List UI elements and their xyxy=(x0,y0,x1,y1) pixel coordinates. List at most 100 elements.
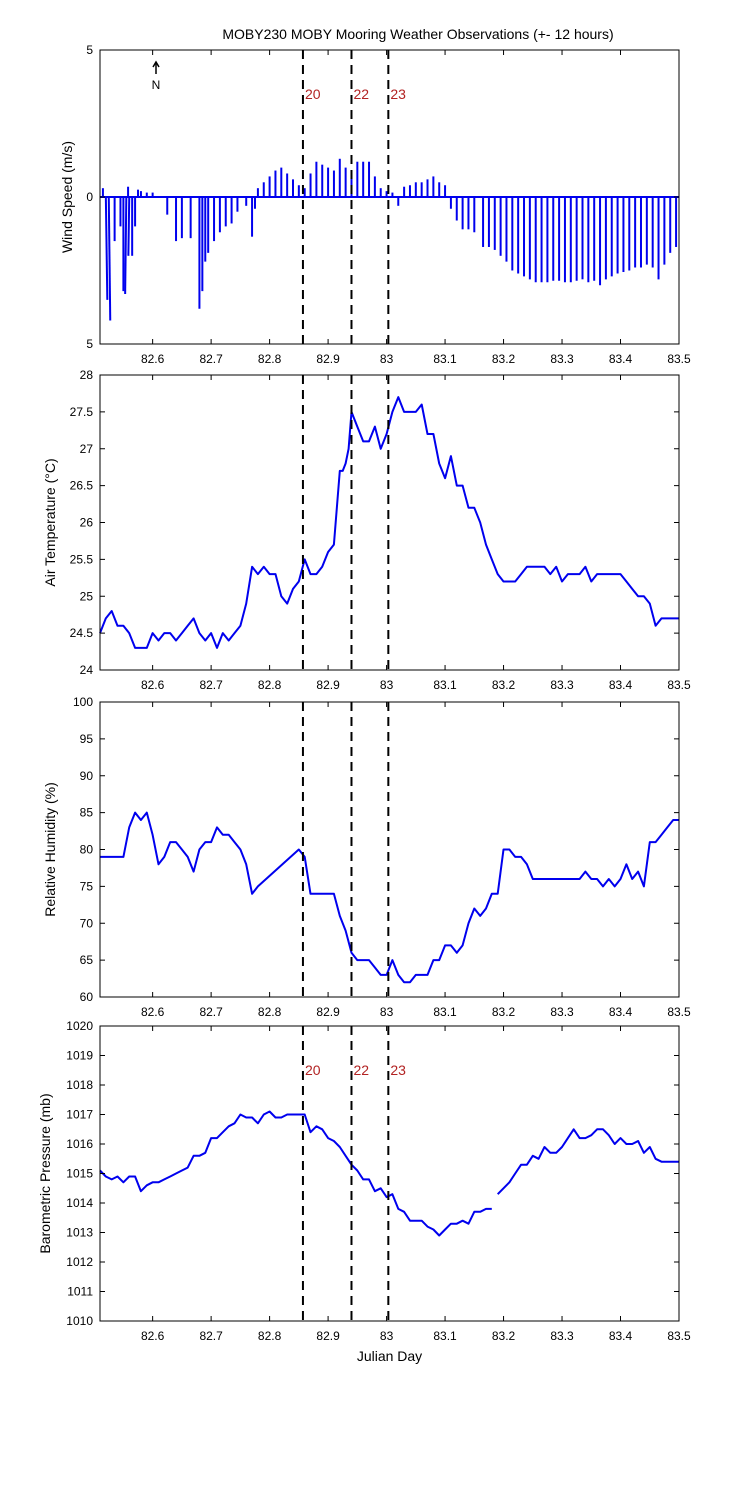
x-tick-label: 82.7 xyxy=(199,1329,223,1343)
y-tick-label: 95 xyxy=(80,732,94,746)
x-tick-label: 83.1 xyxy=(433,1005,457,1019)
y-tick-label: 24.5 xyxy=(70,626,94,640)
y-tick-label: 1010 xyxy=(66,1314,93,1328)
y-tick-label: 1014 xyxy=(66,1196,93,1210)
y-axis-label: Barometric Pressure (mb) xyxy=(37,1093,53,1253)
marker-label: 22 xyxy=(353,1062,369,1078)
y-tick-label: 1017 xyxy=(66,1108,93,1122)
x-tick-label: 83 xyxy=(380,352,394,366)
x-tick-label: 82.9 xyxy=(316,678,340,692)
marker-label: 20 xyxy=(305,86,321,102)
marker-label: 23 xyxy=(390,86,406,102)
y-tick-label: 24 xyxy=(80,663,94,677)
x-tick-label: 82.8 xyxy=(258,1329,282,1343)
x-tick-label: 83.3 xyxy=(550,352,574,366)
x-tick-label: 83 xyxy=(380,1005,394,1019)
y-tick-label: 1020 xyxy=(66,1019,93,1033)
series-line-segment xyxy=(99,1110,492,1237)
x-tick-label: 83.1 xyxy=(433,678,457,692)
y-axis-label: Air Temperature (°C) xyxy=(42,458,58,586)
x-tick-label: 82.6 xyxy=(141,1005,165,1019)
x-tick-label: 83.2 xyxy=(492,678,516,692)
series-line xyxy=(100,811,679,984)
panel-2: 24 24.5 25 25.5 26 26.5 27 27.5 28 82.6 82.7 82.8 82… xyxy=(42,368,691,692)
y-tick-label: 70 xyxy=(80,916,94,930)
y-tick-label: 5 xyxy=(86,337,93,351)
panel-1: MOBY230 MOBY Mooring Weather Observation… xyxy=(59,26,691,366)
x-tick-label: 83.3 xyxy=(550,1329,574,1343)
x-tick-label: 82.6 xyxy=(141,1329,165,1343)
y-tick-label: 28 xyxy=(80,368,94,382)
x-tick-label: 82.7 xyxy=(199,352,223,366)
y-tick-label: 1011 xyxy=(67,1285,93,1299)
y-tick-label: 65 xyxy=(80,953,94,967)
y-tick-label: 0 xyxy=(86,190,93,204)
marker-label: 22 xyxy=(353,86,369,102)
marker-label: 20 xyxy=(305,1062,321,1078)
y-tick-label: 1018 xyxy=(66,1078,93,1092)
x-tick-label: 83.3 xyxy=(550,1005,574,1019)
x-tick-label: 82.8 xyxy=(258,352,282,366)
x-tick-label: 83.2 xyxy=(492,352,516,366)
x-tick-label: 83.3 xyxy=(550,678,574,692)
x-tick-label: 82.7 xyxy=(199,678,223,692)
y-tick-label: 1019 xyxy=(66,1049,93,1063)
x-tick-label: 83.5 xyxy=(667,678,691,692)
x-tick-label: 83.2 xyxy=(492,1329,516,1343)
x-tick-label: 83.5 xyxy=(667,1005,691,1019)
y-tick-label: 26.5 xyxy=(70,479,94,493)
x-tick-label: 82.7 xyxy=(199,1005,223,1019)
x-tick-label: 83.4 xyxy=(609,678,633,692)
x-axis-label: Julian Day xyxy=(357,1348,422,1364)
x-tick-label: 83 xyxy=(380,1329,394,1343)
x-tick-label: 83.5 xyxy=(667,352,691,366)
north-arrow-head-icon xyxy=(152,60,160,68)
axis-frame xyxy=(99,701,680,998)
wind-vector xyxy=(107,196,112,321)
y-tick-label: 85 xyxy=(80,806,94,820)
y-tick-label: 75 xyxy=(80,879,94,893)
y-tick-label: 1016 xyxy=(66,1137,93,1151)
y-tick-label: 5 xyxy=(86,43,93,57)
x-tick-label: 83.2 xyxy=(492,1005,516,1019)
wind-vector xyxy=(127,196,131,256)
x-tick-label: 83.5 xyxy=(667,1329,691,1343)
y-tick-label: 1013 xyxy=(66,1226,93,1240)
series-line xyxy=(99,396,679,649)
x-tick-label: 83.4 xyxy=(609,1005,633,1019)
y-tick-label: 27.5 xyxy=(70,405,94,419)
y-tick-label: 90 xyxy=(80,769,94,783)
y-tick-label: 80 xyxy=(80,843,94,857)
y-tick-label: 1015 xyxy=(66,1167,93,1181)
y-tick-label: 25.5 xyxy=(70,552,94,566)
x-tick-label: 82.6 xyxy=(141,678,165,692)
x-tick-label: 82.9 xyxy=(316,1005,340,1019)
x-tick-label: 83 xyxy=(380,678,394,692)
panel-3: 60 65 70 75 80 85 90 95 100 82.6 82.7 82.8 82.9 83 83.… xyxy=(42,695,691,1019)
x-tick-label: 82.8 xyxy=(258,678,282,692)
y-tick-label: 27 xyxy=(80,442,94,456)
x-tick-label: 82.9 xyxy=(316,1329,340,1343)
panel-4: 20 22 23 1010 1011 1012 1013 1014 1015 1016 1017 10… xyxy=(37,1019,691,1364)
marker-label: 23 xyxy=(390,1062,406,1078)
x-tick-label: 83.4 xyxy=(609,352,633,366)
y-axis-label: Wind Speed (m/s) xyxy=(59,141,75,253)
x-tick-label: 82.8 xyxy=(258,1005,282,1019)
x-tick-label: 82.9 xyxy=(316,352,340,366)
y-tick-label: 60 xyxy=(80,990,94,1004)
y-axis-label: Relative Humidity (%) xyxy=(42,782,58,917)
x-tick-label: 83.1 xyxy=(433,1329,457,1343)
y-tick-label: 25 xyxy=(80,589,94,603)
y-tick-label: 100 xyxy=(73,695,93,709)
x-tick-label: 83.4 xyxy=(609,1329,633,1343)
wind-vector xyxy=(104,196,109,300)
north-label: N xyxy=(152,78,161,92)
wind-vector xyxy=(124,196,128,295)
x-tick-label: 83.1 xyxy=(433,352,457,366)
x-tick-label: 82.6 xyxy=(141,352,165,366)
chart-title: MOBY230 MOBY Mooring Weather Observation… xyxy=(222,26,613,42)
series-line-segment xyxy=(496,1128,679,1195)
y-tick-label: 1012 xyxy=(66,1255,93,1269)
y-tick-label: 26 xyxy=(80,516,94,530)
